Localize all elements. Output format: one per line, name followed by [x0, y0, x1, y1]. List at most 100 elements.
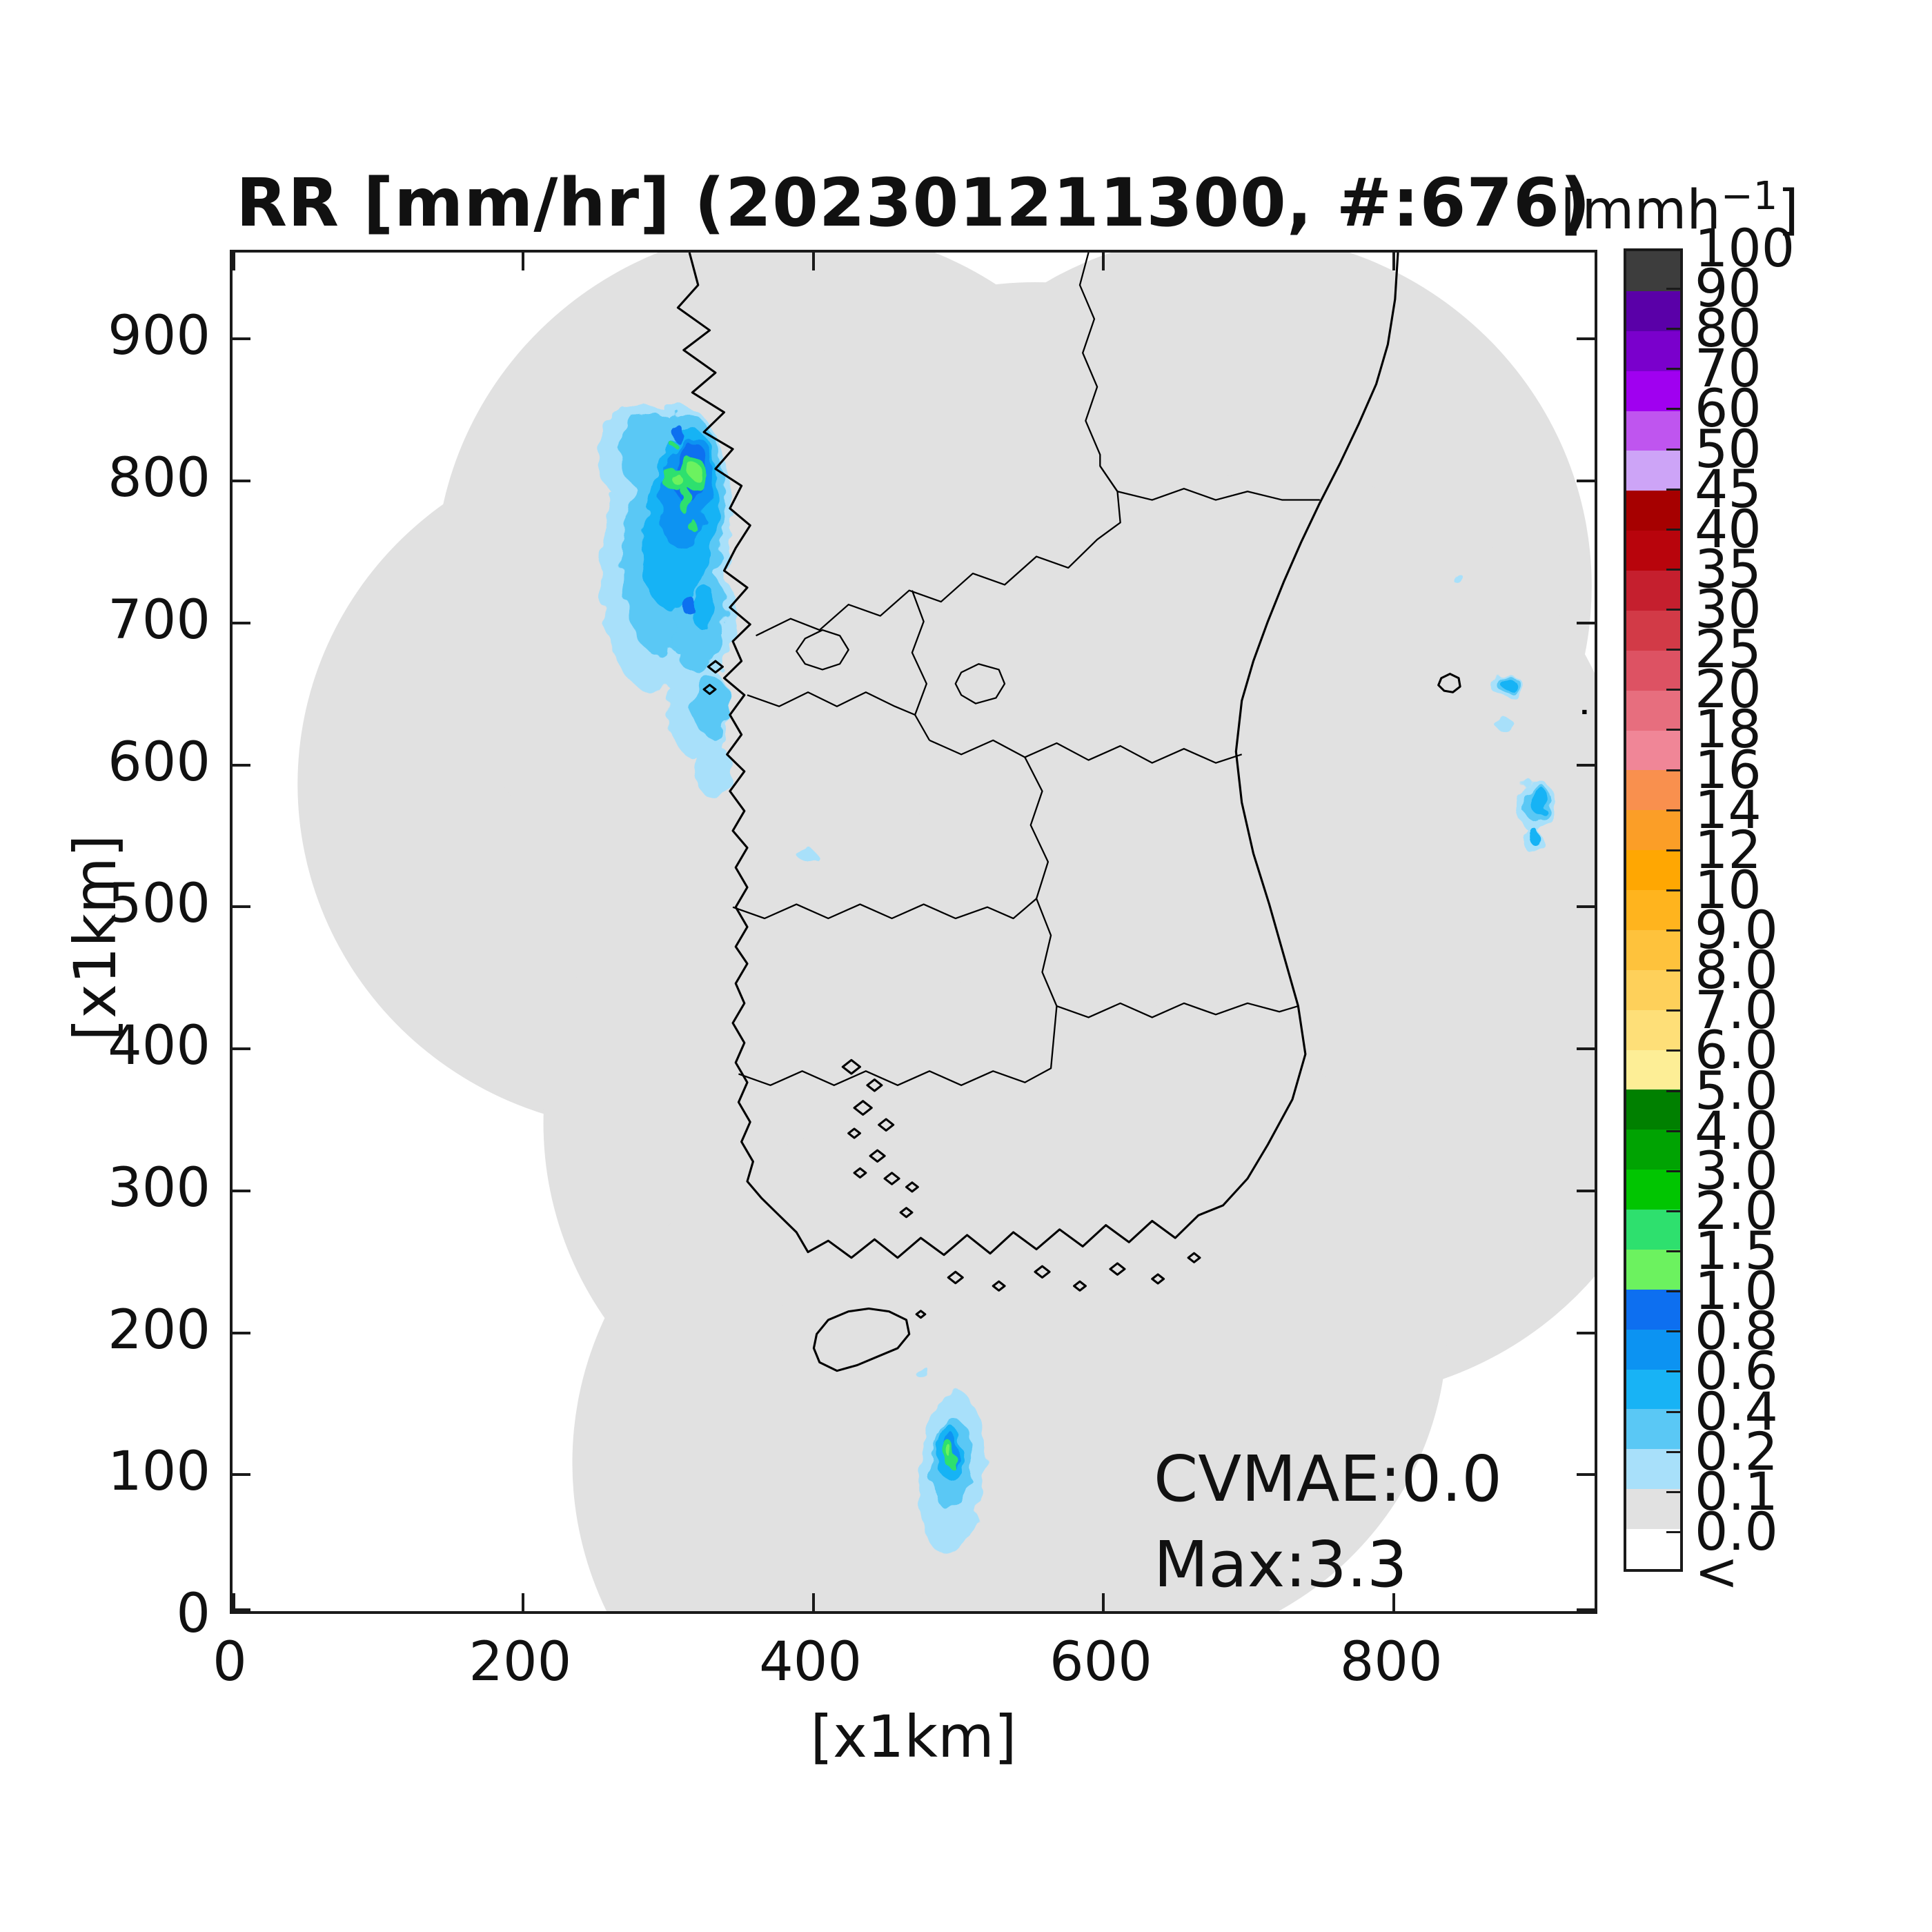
colorbar-segment — [1626, 610, 1680, 651]
y-tick-label: 100 — [108, 1441, 210, 1504]
colorbar-tick-label: 50 — [1695, 417, 1762, 480]
x-tick-label: 200 — [469, 1631, 572, 1693]
colorbar-tick-label: 45 — [1695, 457, 1762, 520]
colorbar-segment — [1626, 1409, 1680, 1450]
colorbar-segment — [1626, 730, 1680, 771]
colorbar-tick-mark — [1666, 809, 1680, 811]
x-axis-label: [x1km] — [810, 1703, 1017, 1771]
y-tick-label: 500 — [108, 873, 210, 936]
colorbar-tick-mark — [1666, 1130, 1680, 1132]
colorbar-segment — [1626, 571, 1680, 611]
colorbar-segment — [1626, 770, 1680, 811]
colorbar-tick-label: 0.4 — [1695, 1380, 1778, 1442]
korea-radar-map — [297, 253, 1595, 1611]
colorbar-segment — [1626, 810, 1680, 851]
colorbar-segment — [1626, 531, 1680, 571]
colorbar-tick-mark — [1666, 969, 1680, 972]
colorbar-tick-mark — [1666, 929, 1680, 932]
tick-mark — [1577, 480, 1595, 482]
colorbar-tick-mark — [1666, 448, 1680, 451]
colorbar-tick-label: 70 — [1695, 337, 1762, 400]
colorbar-tick-label: < — [1695, 1541, 1739, 1602]
colorbar-tick-label: 90 — [1695, 257, 1762, 319]
colorbar-segment — [1626, 1210, 1680, 1250]
tick-mark — [1102, 253, 1105, 270]
colorbar-tick-mark — [1666, 328, 1680, 331]
province-borders — [732, 253, 1320, 1086]
colorbar-segment — [1626, 290, 1680, 331]
y-axis-label: [x1km] — [61, 834, 129, 1041]
tick-mark — [233, 1047, 250, 1050]
colorbar-tick-label: 8.0 — [1695, 939, 1778, 1001]
colorbar-tick-label: 30 — [1695, 578, 1762, 640]
colorbar-segment — [1626, 251, 1680, 291]
colorbar-segment — [1626, 371, 1680, 411]
colorbar-tick-label: 0.2 — [1695, 1420, 1778, 1482]
colorbar-segment — [1626, 650, 1680, 691]
y-tick-label: 900 — [108, 305, 210, 368]
tick-mark — [233, 337, 250, 340]
colorbar-segment — [1626, 969, 1680, 1010]
colorbar-tick-label: 40 — [1695, 497, 1762, 560]
colorbar-segment — [1626, 1529, 1680, 1569]
tick-mark — [233, 480, 250, 482]
tick-mark — [1577, 1047, 1595, 1050]
tick-mark — [1577, 1190, 1595, 1192]
precipitation-echoes — [597, 404, 1555, 1555]
colorbar-segment — [1626, 1369, 1680, 1410]
colorbar-tick-label: 0.0 — [1695, 1500, 1778, 1562]
y-tick-label: 200 — [108, 1299, 210, 1361]
tick-mark — [233, 1332, 250, 1334]
colorbar-tick-mark — [1666, 1049, 1680, 1052]
colorbar-segment — [1626, 1130, 1680, 1170]
colorbar-unit-prefix: [mmh — [1561, 179, 1721, 241]
colorbar-tick-label: 2.0 — [1695, 1179, 1778, 1241]
x-tick-label: 600 — [1049, 1631, 1152, 1693]
colorbar-segment — [1626, 929, 1680, 970]
colorbar-tick-mark — [1666, 1009, 1680, 1012]
colorbar-tick-mark — [1666, 488, 1680, 491]
colorbar-tick-label: 6.0 — [1695, 1019, 1778, 1081]
colorbar-tick-label: 1.0 — [1695, 1260, 1778, 1322]
tick-mark — [522, 1593, 524, 1611]
colorbar-tick-mark — [1666, 689, 1680, 691]
colorbar-segment — [1626, 1449, 1680, 1490]
tick-mark — [1577, 764, 1595, 767]
colorbar-segment — [1626, 890, 1680, 930]
tick-mark — [233, 1473, 250, 1476]
colorbar-tick-mark — [1666, 1530, 1680, 1533]
colorbar-tick-mark — [1666, 1210, 1680, 1212]
plot-title: RR [mm/hr] (202301211300, #:676) — [236, 164, 1591, 241]
colorbar-segment — [1626, 1009, 1680, 1050]
colorbar-segment — [1626, 1489, 1680, 1529]
tick-mark — [1577, 337, 1595, 340]
map-plot-area — [230, 250, 1597, 1614]
colorbar-tick-label: 100 — [1695, 217, 1795, 279]
colorbar-tick-label: 0.1 — [1695, 1460, 1778, 1522]
tick-mark — [233, 1608, 250, 1611]
tick-mark — [233, 1593, 235, 1611]
colorbar-tick-label: 1.5 — [1695, 1220, 1778, 1282]
colorbar-segment — [1626, 1090, 1680, 1130]
colorbar — [1624, 248, 1683, 1572]
max-annotation: Max:3.3 — [1154, 1528, 1408, 1601]
tick-mark — [1392, 1593, 1395, 1611]
colorbar-tick-label: 16 — [1695, 738, 1762, 800]
colorbar-tick-label: 20 — [1695, 658, 1762, 720]
tick-mark — [1392, 253, 1395, 270]
colorbar-tick-label: 80 — [1695, 297, 1762, 359]
colorbar-segment — [1626, 1329, 1680, 1370]
colorbar-segment — [1626, 331, 1680, 371]
colorbar-tick-mark — [1666, 1490, 1680, 1493]
colorbar-tick-mark — [1666, 1410, 1680, 1413]
tick-mark — [1577, 905, 1595, 908]
colorbar-tick-mark — [1666, 1090, 1680, 1092]
colorbar-segment — [1626, 451, 1680, 491]
x-tick-label: 400 — [759, 1631, 862, 1693]
tick-mark — [812, 1593, 815, 1611]
colorbar-tick-label: 3.0 — [1695, 1139, 1778, 1201]
tick-mark — [1577, 1332, 1595, 1334]
colorbar-tick-mark — [1666, 849, 1680, 851]
dokdo-islet — [1582, 709, 1587, 714]
